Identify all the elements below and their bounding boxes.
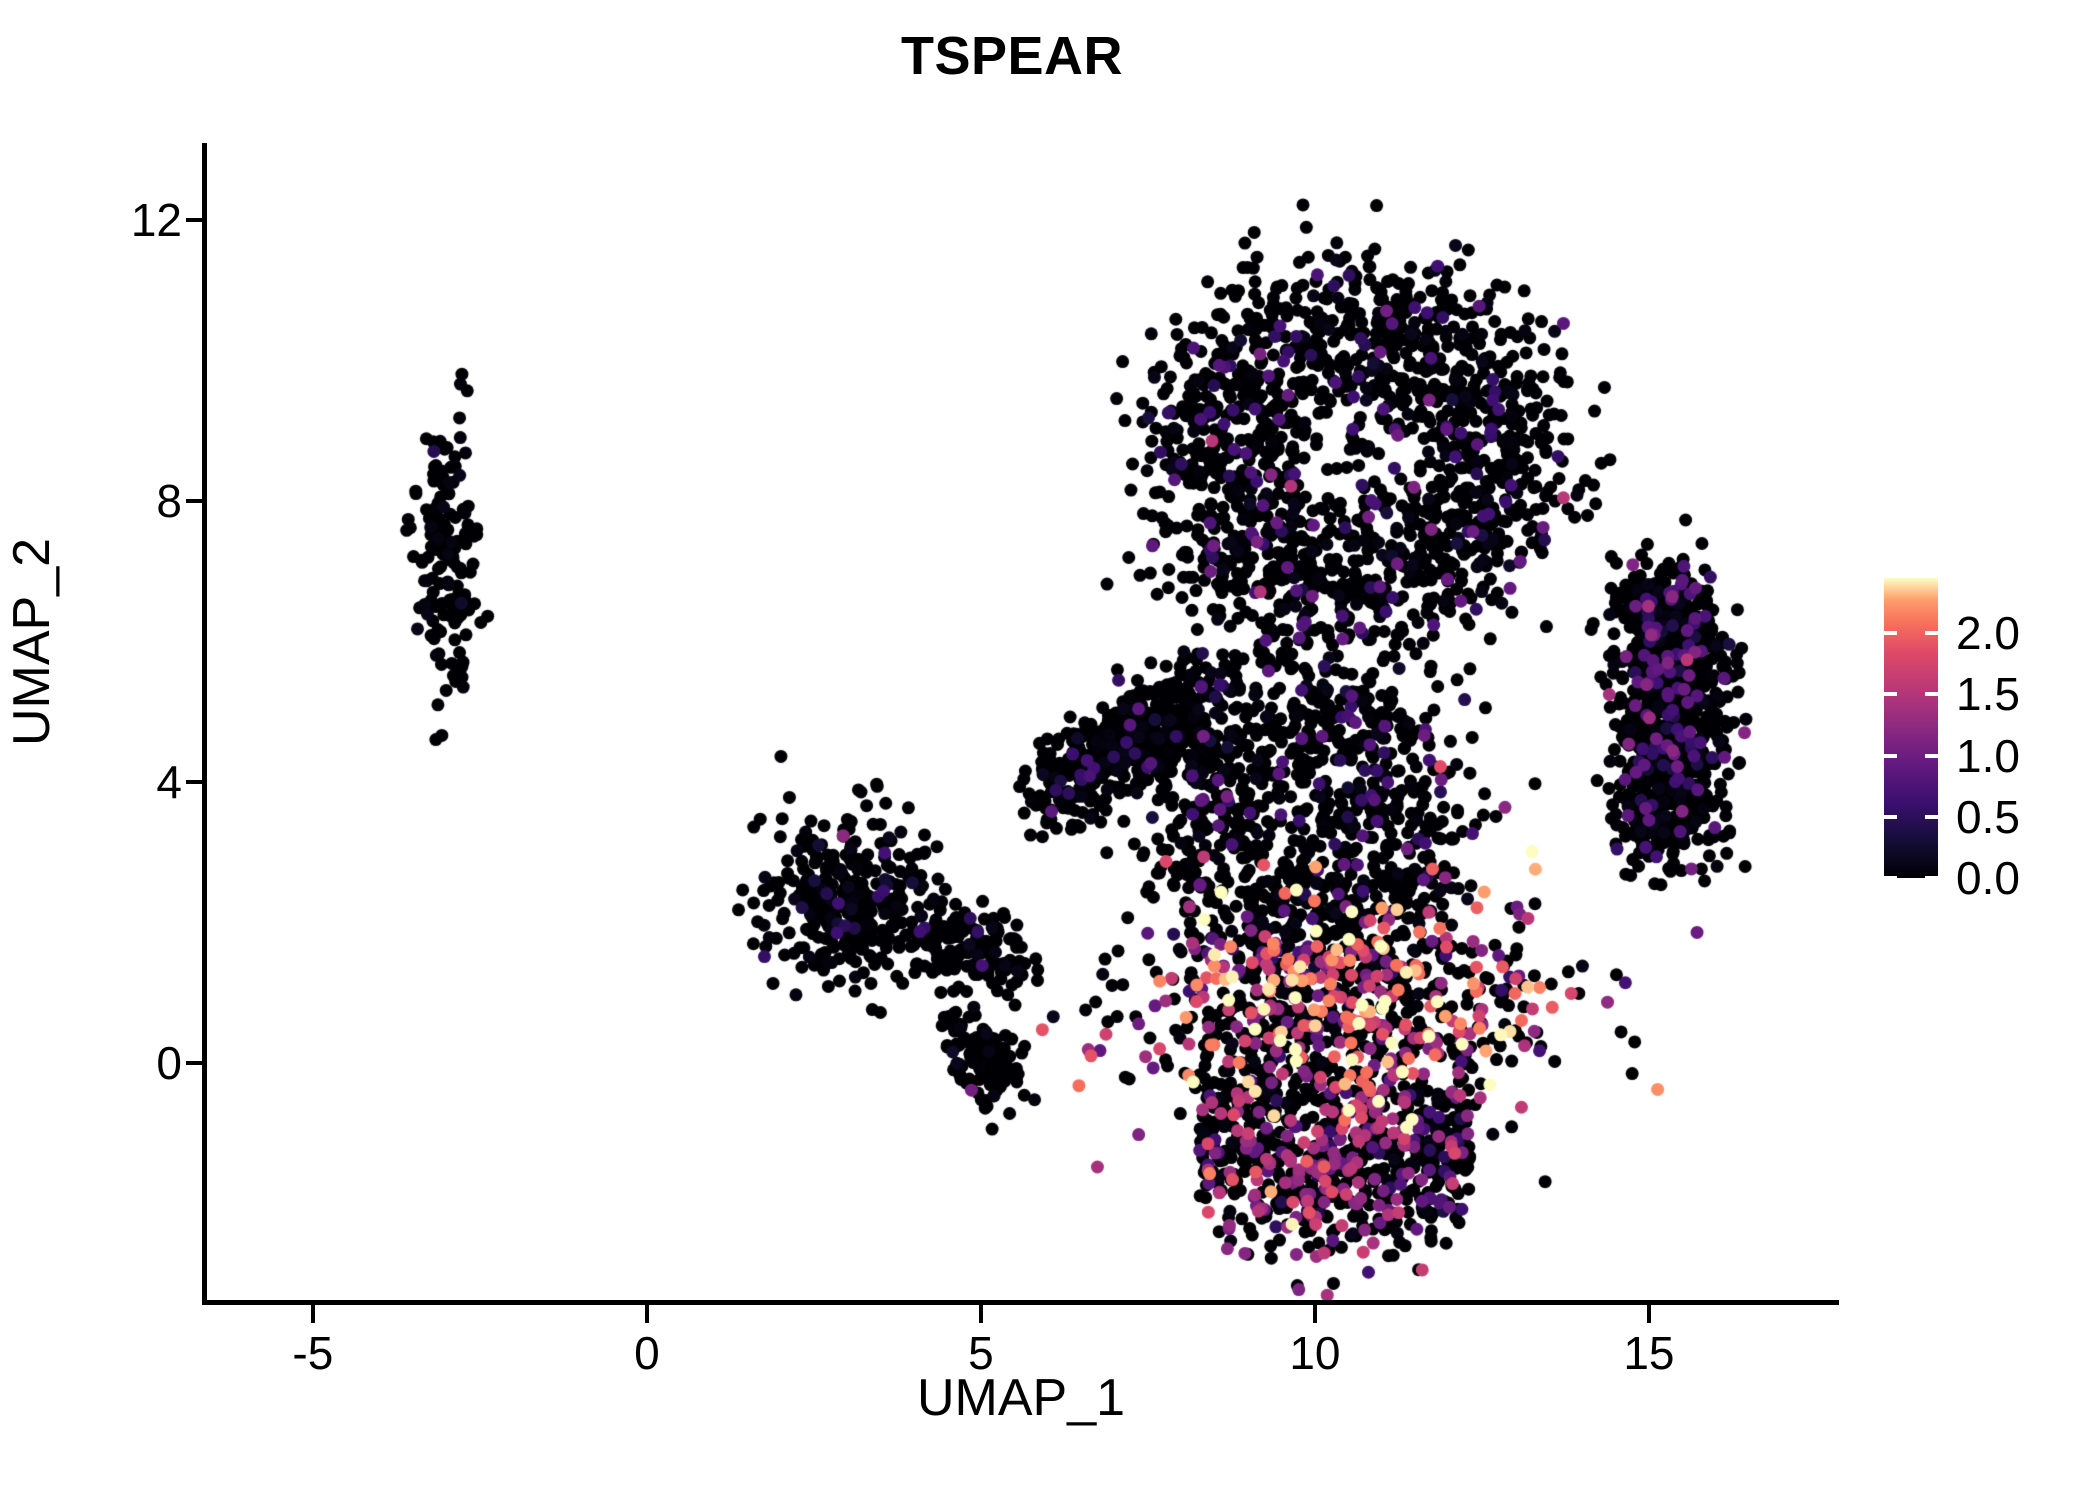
- y-tick-mark: [186, 780, 204, 785]
- colorbar-tick-mark: [1884, 814, 1897, 819]
- x-axis-title: UMAP_1: [916, 1369, 1126, 1427]
- colorbar-tick-label: 0.5: [1956, 790, 2020, 843]
- colorbar-tick-mark: [1884, 876, 1897, 880]
- x-tick-mark: [978, 1305, 983, 1323]
- y-tick-mark: [186, 218, 204, 223]
- x-tick-mark: [310, 1305, 315, 1323]
- x-tick-mark: [1312, 1305, 1317, 1323]
- colorbar-tick-mark: [1884, 692, 1897, 697]
- colorbar-tick-label: 1.0: [1956, 729, 2020, 782]
- colorbar-tick-mark: [1925, 814, 1938, 819]
- x-tick-label: 5: [968, 1327, 994, 1379]
- colorbar-tick-mark: [1925, 631, 1938, 636]
- x-tick-mark: [644, 1305, 649, 1323]
- y-axis-title-text: UMAP_2: [3, 537, 61, 746]
- colorbar-gradient: [1884, 578, 1938, 878]
- page-title: TSPEAR: [900, 26, 1124, 86]
- colorbar-canvas: [1884, 578, 1938, 878]
- colorbar-tick-mark: [1884, 631, 1897, 636]
- scatter-plot-canvas: [206, 143, 1836, 1302]
- x-tick-label: 0: [634, 1327, 660, 1379]
- y-tick-label: 0: [156, 1037, 182, 1090]
- colorbar-tick-label: 1.5: [1956, 668, 2020, 721]
- plot-panel: [206, 143, 1836, 1302]
- x-tick-label: 10: [1289, 1327, 1341, 1379]
- x-axis-line: [202, 1300, 1839, 1305]
- colorbar-tick-label: 0.0: [1956, 852, 2020, 904]
- y-tick-mark: [186, 499, 204, 504]
- x-tick-label: -5: [292, 1327, 334, 1379]
- y-tick-label: 8: [156, 475, 182, 528]
- y-tick-mark: [186, 1061, 204, 1066]
- colorbar-legend: 2.0 1.5 1.0 0.5 0.0: [1884, 578, 2074, 904]
- y-axis-line: [202, 143, 207, 1305]
- colorbar-tick-mark: [1925, 753, 1938, 758]
- x-tick-label: 15: [1623, 1327, 1675, 1379]
- x-tick-mark: [1646, 1305, 1651, 1323]
- y-tick-label: 4: [156, 756, 182, 809]
- colorbar-tick-mark: [1925, 692, 1938, 697]
- colorbar-tick-mark: [1925, 876, 1938, 880]
- colorbar-tick-mark: [1884, 753, 1897, 758]
- y-tick-label: 12: [130, 194, 182, 247]
- colorbar-tick-label: 2.0: [1956, 607, 2020, 660]
